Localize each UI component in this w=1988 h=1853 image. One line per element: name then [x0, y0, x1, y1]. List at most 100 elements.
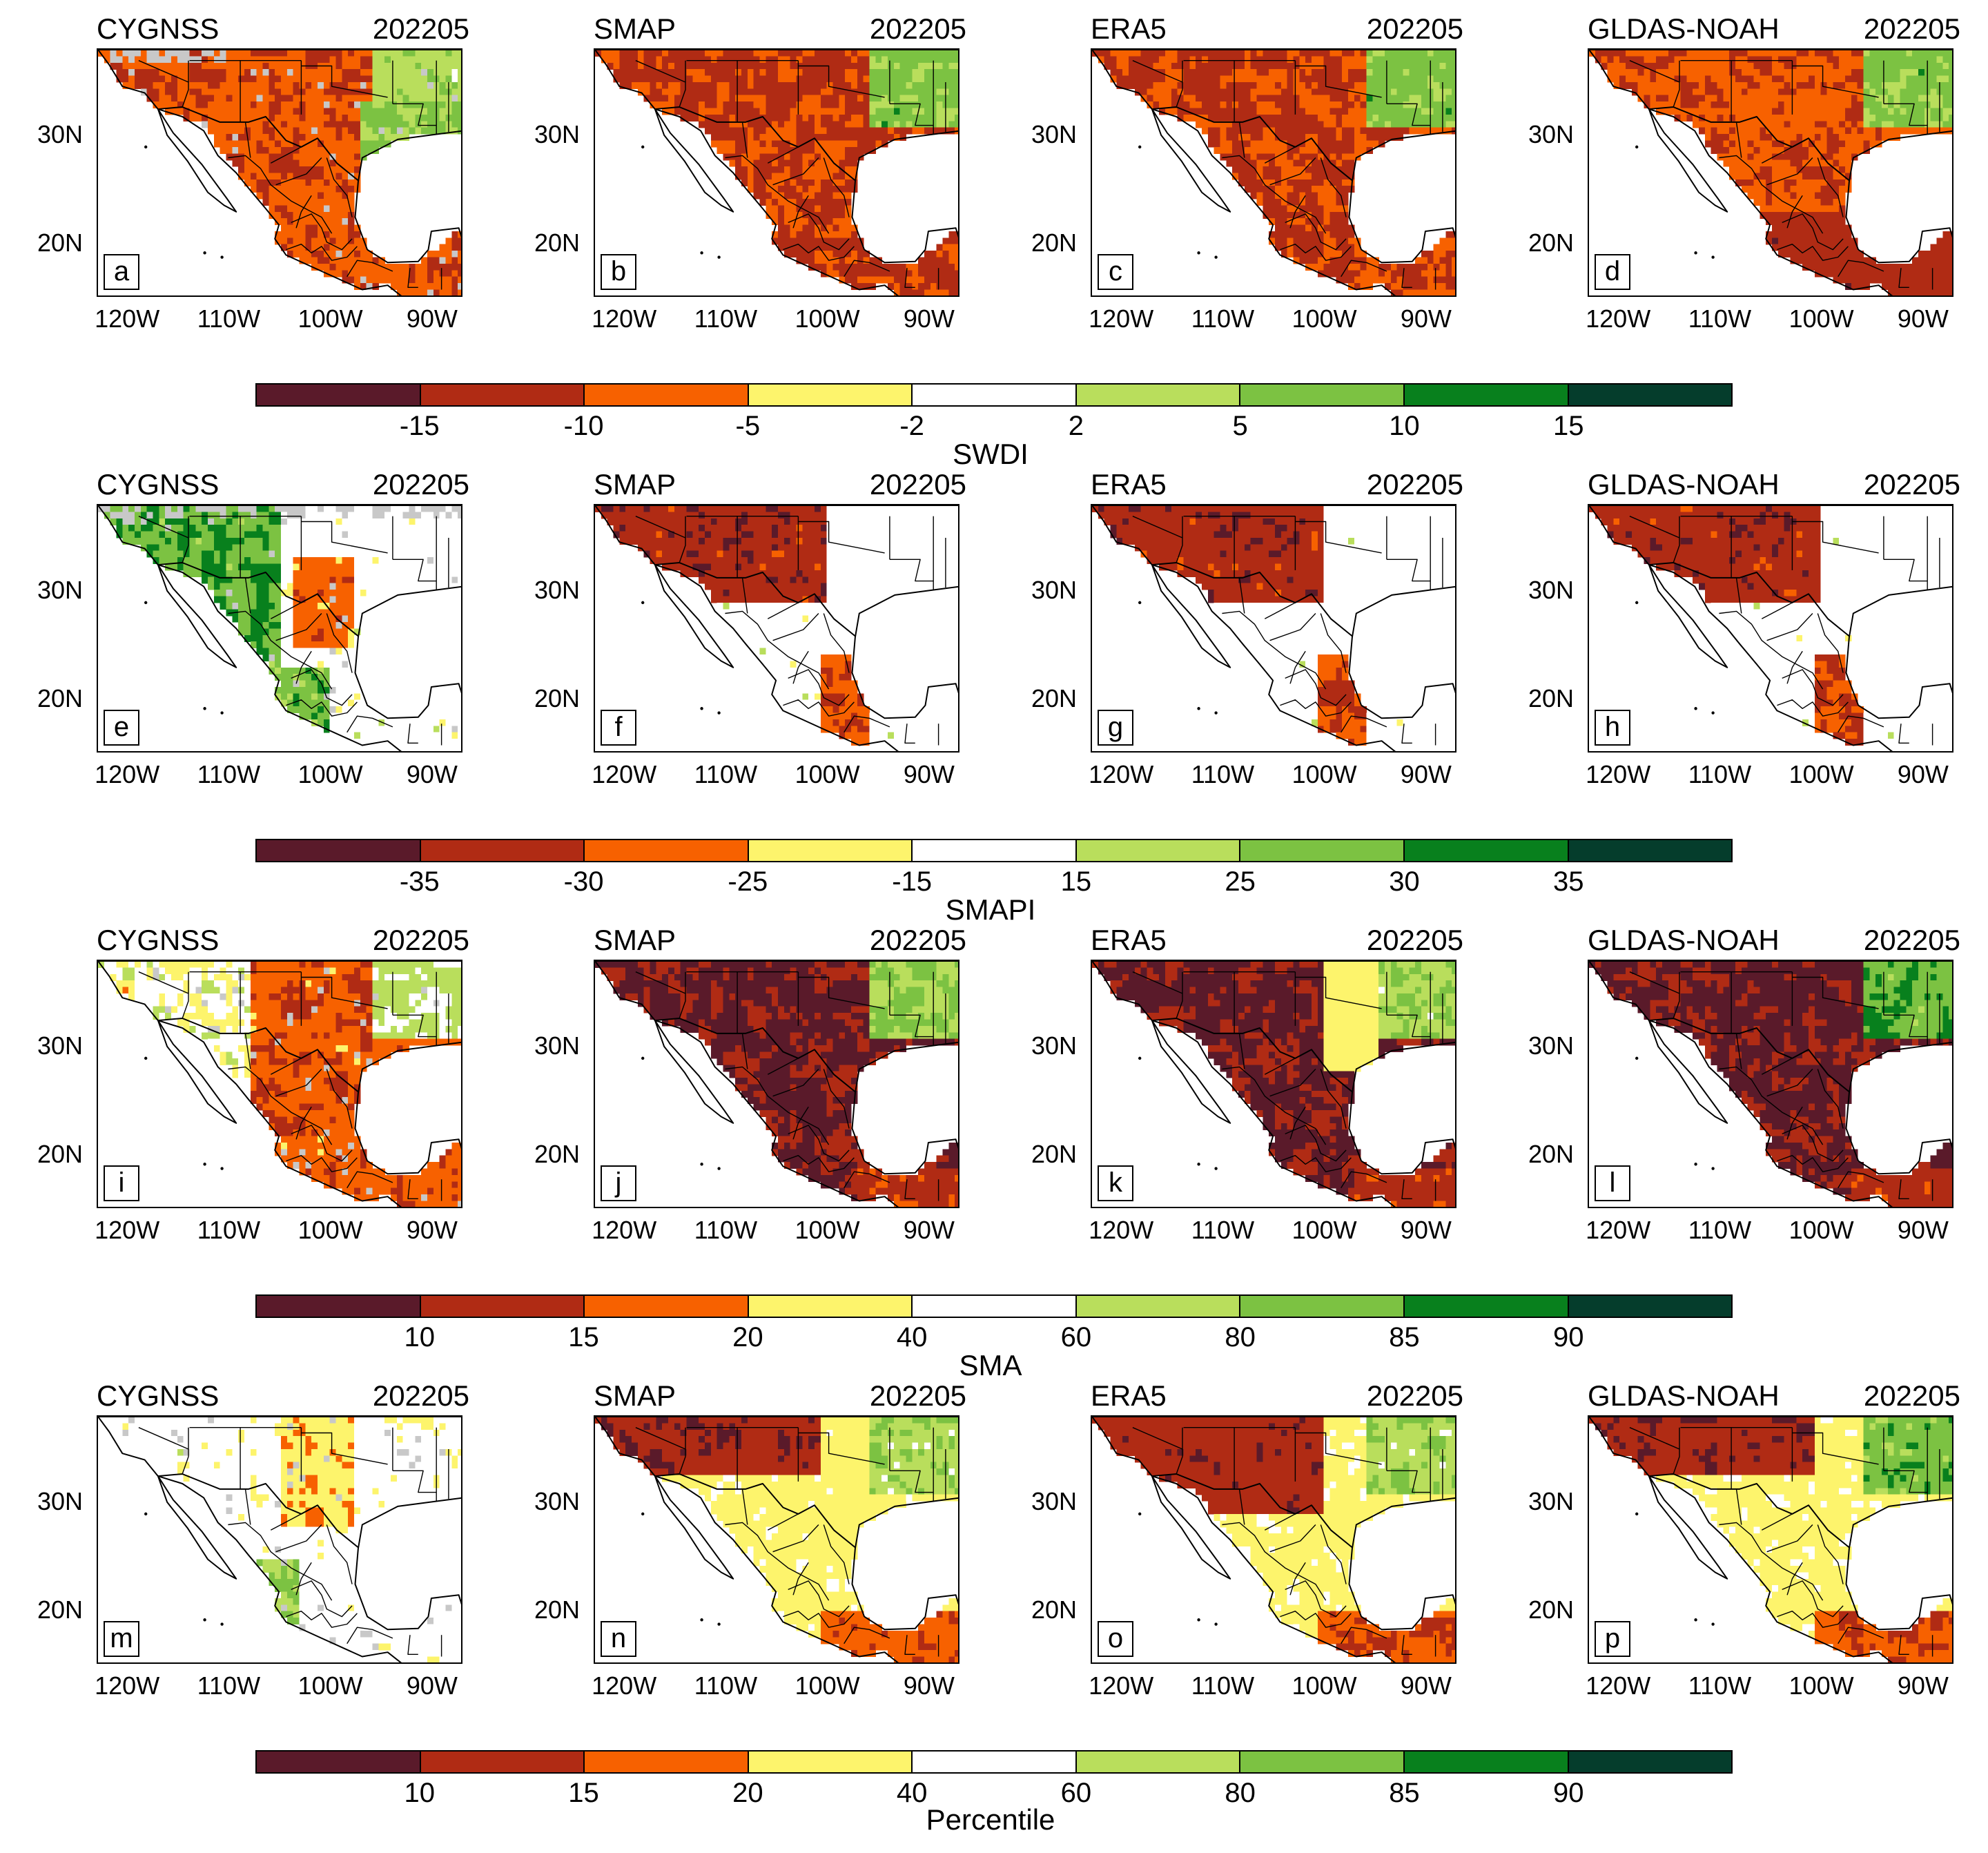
colorbar-tick-label: 20: [732, 1778, 763, 1808]
state-boundary: [1285, 1125, 1347, 1162]
state-boundary: [1673, 971, 1680, 1019]
state-boundary: [1719, 610, 1824, 690]
state-boundary: [1341, 1627, 1387, 1645]
colorbar-swatch: [913, 385, 1077, 405]
coastline: [98, 1417, 461, 1662]
island-marker: [1197, 1618, 1200, 1622]
colorbar-tick-label: -25: [728, 866, 768, 897]
longitude-tick: 100W: [1292, 1216, 1357, 1244]
colorbar-title: SMA: [959, 1349, 1022, 1381]
map-panel: SMAP 202205 f 30N 20N 120W 110W 100W 90W: [497, 463, 994, 918]
state-boundary: [301, 1432, 388, 1465]
state-boundary: [1761, 1058, 1793, 1075]
colorbar-swatch: [1240, 1296, 1405, 1317]
country-border: [1648, 562, 1850, 637]
island-marker: [700, 251, 703, 255]
colorbar-swatch: [1404, 840, 1569, 861]
colorbar-tick-label: 15: [1060, 866, 1092, 897]
longitude-tick: 90W: [903, 1216, 955, 1244]
baja-coastline: [1648, 564, 1728, 668]
island-marker: [1694, 251, 1697, 255]
state-boundary: [1786, 650, 1803, 684]
state-boundary: [1673, 60, 1680, 108]
state-boundary: [1766, 157, 1813, 186]
colorbar-tick-label: 80: [1225, 1778, 1256, 1808]
island-marker: [203, 251, 206, 255]
longitude-tick: 90W: [406, 1216, 458, 1244]
colorbar-tick-label: 85: [1389, 1778, 1420, 1808]
state-boundary: [1132, 516, 1183, 539]
state-boundary: [301, 521, 388, 554]
colorbar-tick-label: 85: [1389, 1322, 1420, 1352]
map-panel: GLDAS-NOAH 202205 l 30N 20N 120W 110W 100W 90W: [1491, 918, 1988, 1374]
state-boundary: [182, 1427, 189, 1475]
state-boundary: [1817, 1524, 1844, 1584]
state-boundary: [1238, 122, 1245, 158]
state-boundary: [783, 699, 855, 717]
colorbar-swatch: [1076, 385, 1241, 405]
coastline: [1092, 50, 1455, 295]
state-boundary: [1782, 1125, 1844, 1162]
state-boundary: [635, 60, 686, 83]
island-marker: [1635, 145, 1639, 149]
coastline: [1092, 505, 1455, 751]
state-boundary: [1766, 1069, 1813, 1097]
baja-coastline: [1151, 1475, 1231, 1580]
island-marker: [717, 711, 721, 715]
island-marker: [1711, 1167, 1715, 1170]
state-boundary: [1401, 268, 1412, 288]
baja-coastline: [1648, 1020, 1728, 1124]
map-panel: SMAP 202205 n 30N 20N 120W 110W 100W 90W: [497, 1374, 994, 1830]
date-label: 202205: [372, 468, 469, 501]
map-field: [98, 961, 461, 1207]
date-label: 202205: [1863, 12, 1960, 45]
state-boundary: [1280, 1155, 1352, 1172]
map-field: [98, 1417, 461, 1662]
state-boundary: [1735, 1033, 1742, 1069]
baja-coastline: [1648, 108, 1728, 213]
longitude-tick: 90W: [406, 1671, 458, 1700]
longitude-tick: 120W: [95, 1216, 160, 1244]
colorbar-swatch: [913, 1296, 1077, 1317]
coastline: [595, 505, 958, 751]
state-boundary: [392, 1014, 437, 1038]
state-boundary: [1280, 244, 1352, 261]
longitude-tick: 100W: [1789, 760, 1854, 788]
state-boundary: [635, 1427, 686, 1450]
coastline: [1589, 50, 1952, 295]
longitude-tick: 100W: [795, 1671, 860, 1700]
state-boundary: [286, 1155, 358, 1172]
longitude-tick: 90W: [903, 304, 955, 333]
state-boundary: [725, 1522, 830, 1601]
state-boundary: [1782, 669, 1844, 706]
island-marker: [641, 1512, 645, 1516]
latitude-tick: 30N: [1031, 1031, 1077, 1060]
dataset-name: SMAP: [594, 924, 676, 956]
state-boundary: [783, 1611, 855, 1628]
baja-coastline: [157, 1020, 237, 1124]
colorbar-swatch: [1076, 1296, 1241, 1317]
latitude-tick: 20N: [1528, 1595, 1574, 1624]
state-boundary: [1401, 724, 1412, 744]
state-boundary: [823, 613, 850, 673]
state-boundary: [291, 1580, 353, 1618]
state-boundary: [295, 195, 312, 229]
island-marker: [700, 1163, 703, 1166]
state-boundary: [788, 1580, 850, 1618]
dataset-name: CYGNSS: [97, 12, 220, 45]
colorbar-boxes: [255, 839, 1733, 862]
colorbar-tick-label: 40: [896, 1322, 928, 1352]
state-boundary: [228, 155, 333, 234]
state-boundary: [1777, 699, 1849, 717]
map-plot: g: [1091, 504, 1456, 753]
state-boundary: [1629, 516, 1680, 539]
panel-letter: i: [104, 1165, 139, 1201]
state-boundary: [1735, 577, 1742, 614]
colorbar-boxes: [255, 1294, 1733, 1318]
state-boundary: [1386, 103, 1431, 126]
state-boundary: [1280, 1611, 1352, 1628]
state-boundary: [788, 669, 850, 706]
colorbar-tick-label: 60: [1060, 1778, 1092, 1808]
state-boundary: [1289, 1562, 1306, 1595]
